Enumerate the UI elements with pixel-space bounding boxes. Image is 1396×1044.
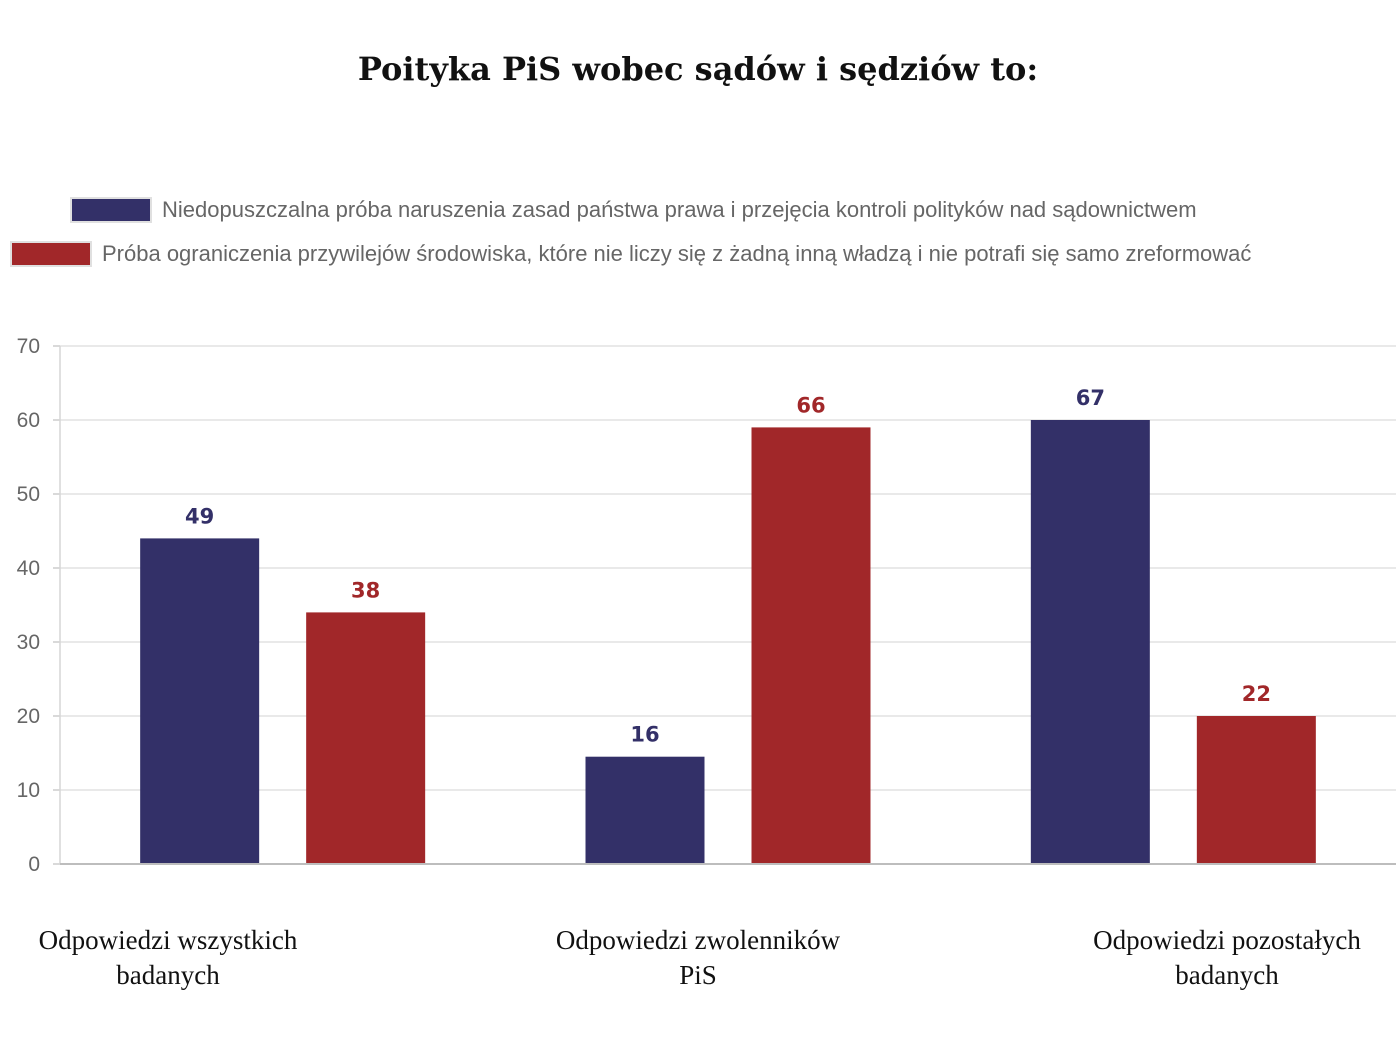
chart-title: Poityka PiS wobec sądów i sędziów to:: [357, 50, 1039, 88]
category-label-1: Odpowiedzi wszystkich badanych: [0, 923, 348, 993]
category-label-3-line-2: badanych: [1175, 960, 1279, 990]
data-label: 22: [1242, 682, 1271, 706]
category-label-1-line-1: Odpowiedzi wszystkich: [38, 925, 298, 955]
category-label-3: Odpowiedzi pozostałych badanych: [1047, 923, 1396, 993]
y-tick-label: 10: [17, 779, 40, 802]
legend-item-series-2[interactable]: Próba ograniczenia przywilejów środowisk…: [10, 237, 1251, 271]
category-label-2-line-2: PiS: [679, 960, 717, 990]
category-label-3-line-1: Odpowiedzi pozostałych: [1093, 925, 1361, 955]
y-tick-label: 50: [17, 483, 40, 506]
y-tick-label: 70: [17, 335, 40, 358]
y-tick-label: 40: [17, 557, 40, 580]
bar: [585, 756, 705, 864]
legend-swatch-series-2: [10, 241, 92, 267]
category-label-2-line-1: Odpowiedzi zwolenników: [555, 925, 841, 955]
legend-item-series-1[interactable]: Niedopuszczalna próba naruszenia zasad p…: [70, 193, 1197, 227]
bar: [1030, 420, 1150, 864]
y-tick-label: 60: [17, 409, 40, 432]
legend-swatch-series-1: [70, 197, 152, 223]
data-label: 66: [796, 393, 825, 417]
y-tick-label: 0: [28, 853, 40, 876]
bar: [140, 538, 260, 864]
data-label: 38: [351, 578, 380, 602]
data-label: 67: [1076, 386, 1105, 410]
data-label: 49: [185, 504, 214, 528]
bar: [751, 427, 871, 864]
legend-label-series-2: Próba ograniczenia przywilejów środowisk…: [102, 241, 1252, 266]
category-label-2: Odpowiedzi zwolenników PiS: [518, 923, 878, 993]
legend-label-series-1: Niedopuszczalna próba naruszenia zasad p…: [162, 197, 1197, 222]
bar: [1196, 716, 1316, 864]
y-tick-label: 20: [17, 705, 40, 728]
bar: [306, 612, 426, 864]
y-tick-label: 30: [17, 631, 40, 654]
data-label: 16: [630, 723, 659, 747]
category-label-1-line-2: badanych: [116, 960, 220, 990]
